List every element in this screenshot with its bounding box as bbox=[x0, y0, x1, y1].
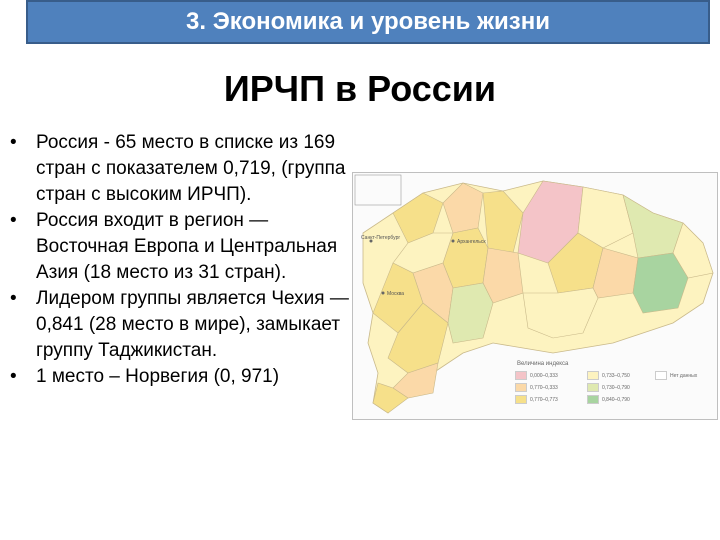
legend-swatch bbox=[515, 395, 527, 404]
bullet-item: • 1 место – Норвегия (0, 971) bbox=[6, 364, 354, 390]
map-city-label: Санкт-Петербург bbox=[361, 235, 400, 241]
bullet-dot-icon: • bbox=[10, 132, 17, 153]
bullet-text: Россия входит в регион — Восточная Европ… bbox=[36, 210, 338, 283]
map-city-label: Москва bbox=[387, 291, 404, 297]
header-title: 3. Экономика и уровень жизни bbox=[186, 8, 550, 35]
bullet-text: Лидером группы является Чехия — 0,841 (2… bbox=[36, 288, 349, 361]
legend-swatch bbox=[587, 383, 599, 392]
legend-swatch bbox=[655, 371, 667, 380]
legend-item: 0,770–0,773 bbox=[515, 395, 558, 404]
header-bar: 3. Экономика и уровень жизни bbox=[26, 0, 710, 44]
bullet-item: • Лидером группы является Чехия — 0,841 (… bbox=[6, 286, 354, 364]
map-city-label: Архангельск bbox=[457, 239, 486, 245]
map-legend: Величина индекса 0,000–0,333 0,770–0,333… bbox=[511, 361, 711, 415]
legend-swatch bbox=[587, 371, 599, 380]
legend-item: 0,770–0,333 bbox=[515, 383, 558, 392]
legend-label: 0,770–0,333 bbox=[530, 384, 558, 391]
bullet-item: • Россия входит в регион — Восточная Евро… bbox=[6, 208, 354, 286]
legend-title: Величина индекса bbox=[517, 361, 569, 367]
legend-swatch bbox=[515, 371, 527, 380]
legend-item: Нет данных bbox=[655, 371, 697, 380]
bullet-dot-icon: • bbox=[10, 366, 17, 387]
legend-label: Нет данных bbox=[670, 372, 698, 379]
slide-title: ИРЧП в России bbox=[223, 68, 497, 109]
bullet-dot-icon: • bbox=[10, 288, 17, 309]
legend-item: 0,733–0,750 bbox=[587, 371, 630, 380]
russia-hdi-map: Санкт-Петербург Москва Архангельск Велич… bbox=[352, 172, 718, 420]
legend-label: 0,000–0,333 bbox=[530, 372, 558, 379]
map-graphic: Санкт-Петербург Москва Архангельск bbox=[354, 174, 714, 414]
legend-swatch bbox=[587, 395, 599, 404]
bullet-list: • Россия - 65 место в списке из 169 стран… bbox=[6, 130, 354, 390]
legend-item: 0,000–0,333 bbox=[515, 371, 558, 380]
bullet-item: • Россия - 65 место в списке из 169 стран… bbox=[6, 130, 354, 208]
legend-label: 0,730–0,790 bbox=[602, 384, 630, 391]
bullet-dot-icon: • bbox=[10, 210, 17, 231]
legend-item: 0,730–0,790 bbox=[587, 383, 630, 392]
legend-item: 0,840–0,790 bbox=[587, 395, 630, 404]
legend-label: 0,733–0,750 bbox=[602, 372, 630, 379]
legend-swatch bbox=[515, 383, 527, 392]
bullet-text: 1 место – Норвегия (0, 971) bbox=[36, 366, 280, 387]
bullet-text: Россия - 65 место в списке из 169 стран … bbox=[36, 132, 346, 205]
legend-label: 0,840–0,790 bbox=[602, 396, 630, 403]
legend-label: 0,770–0,773 bbox=[530, 396, 558, 403]
